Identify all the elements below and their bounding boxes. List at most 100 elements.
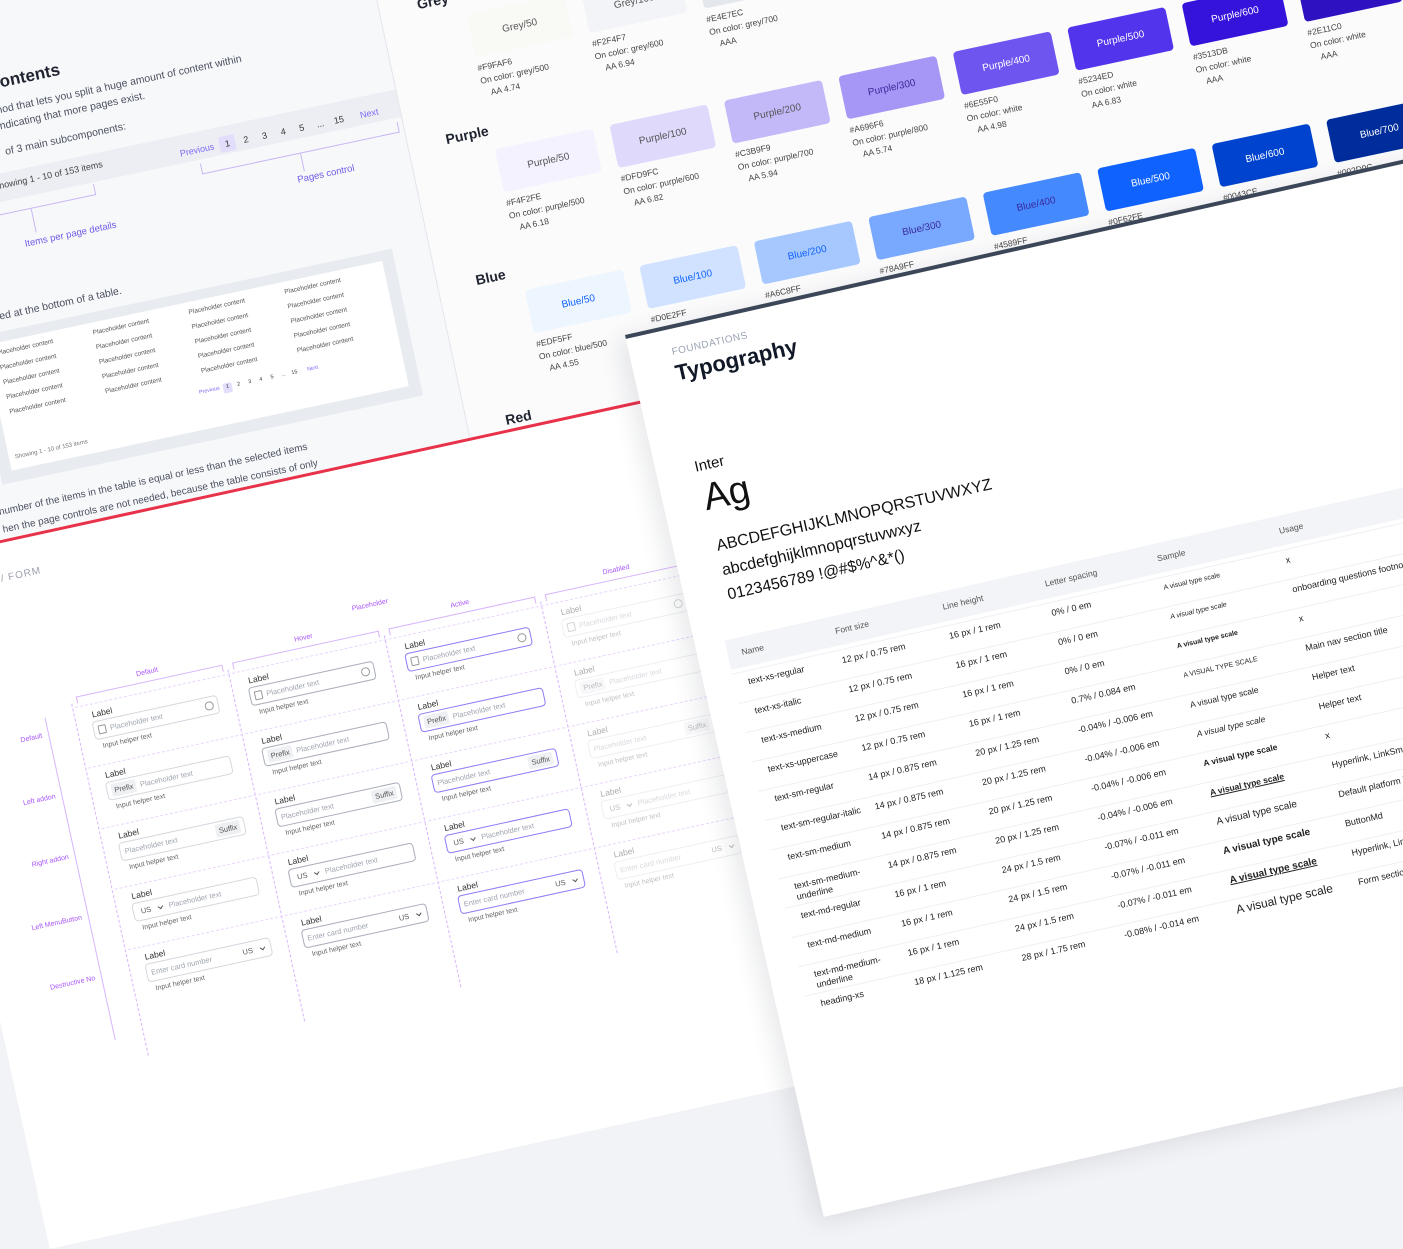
input: Placeholder text [560,592,690,639]
input: Enter card number US [613,834,743,881]
input: Placeholder text [404,626,534,673]
input: Prefix Placeholder text [417,687,547,733]
chevron [728,842,735,848]
swatch: Purple/300 [838,55,946,120]
page-item: 5 [270,374,275,381]
annotation: Items per page details [23,219,118,250]
placeholder: Placeholder text [280,801,335,822]
chevron [415,910,422,916]
spacer [167,708,201,715]
breadcrumb: / FORM [0,565,43,585]
spacer [225,887,253,893]
help-icon [360,666,371,678]
swatch-contrast: AAA [1319,48,1339,62]
swatch: Blue/300 [868,196,976,261]
spacer [381,853,409,859]
input: Placeholder text Suffix [586,713,716,760]
row-label: Purple [444,122,491,148]
spacer [666,663,696,670]
placeholder: Placeholder text [451,700,507,721]
swatch: Purple/700 [1296,0,1403,23]
input: US Placeholder text [443,808,573,855]
spacer [509,697,539,704]
chevron [157,903,164,909]
chevron [259,944,266,950]
input: US Placeholder text [600,774,730,820]
addon: Suffix [527,751,555,770]
placeholder: Placeholder text [636,787,692,808]
row-header: Left MenuButton [31,914,83,933]
help-icon [672,598,684,610]
input: Enter card number US [456,868,587,915]
input: Prefix Placeholder text [260,721,391,767]
swatch-contrast: AA 5.94 [747,167,779,184]
addon: US [710,843,723,855]
page-item: ... [280,371,287,379]
swatch: Grey/50 [466,0,574,58]
swatch: Blue/700 [1325,99,1403,163]
input: Prefix Placeholder text [104,755,234,802]
placeholder: Placeholder text [167,889,223,910]
spacer [479,640,513,647]
swatch-contrast: AA 6.83 [1090,94,1122,111]
connector [300,153,305,172]
help-icon [516,632,528,644]
input: Enter card number US [144,936,274,983]
placeholder: Placeholder text [578,609,633,630]
addon: US [296,870,309,882]
placeholder: Placeholder text [480,821,535,842]
placeholder: Placeholder text [608,666,663,687]
row-header: Left addon [22,793,57,808]
row-label: Grey [415,0,450,13]
swatch: Blue/100 [639,245,747,309]
spacer [685,852,705,856]
placeholder: Placeholder text [295,734,350,755]
swatch-contrast: AA 6.94 [604,56,636,73]
swatch: Blue/400 [982,172,1090,236]
page-item: 15 [332,113,345,126]
placeholder: Placeholder text [324,855,379,876]
annotation: Pages control [296,162,356,186]
addon: Prefix [579,676,607,695]
spacer [538,819,566,825]
swatch: Blue/500 [1097,147,1205,212]
placeholder: Placeholder text [123,835,179,856]
help-icon [203,700,215,712]
swatch: Blue/600 [1211,123,1319,188]
column-header: Placeholder [351,598,389,613]
connector [30,208,37,233]
placeholder: Placeholder text [436,767,491,788]
addon: Suffix [683,717,711,736]
addon: Suffix [370,785,398,804]
swatch-contrast: AA 4.98 [976,118,1008,135]
chevron [314,869,320,875]
swatch: Grey/100 [580,0,688,34]
input: US Placeholder text [131,876,261,923]
swatch: Purple/100 [609,104,717,169]
swatch: Purple/400 [952,31,1060,96]
input: Placeholder text Suffix [430,747,560,794]
addon: Prefix [266,744,294,763]
input: Placeholder text [91,694,221,741]
chevron [626,800,633,807]
page-item: 2 [242,134,250,146]
swatch-contrast: AA 6.18 [518,215,550,232]
spacer [353,731,383,738]
page-item: 3 [261,130,269,142]
spacer [323,674,357,681]
addon: US [608,802,622,814]
input-icon [253,689,264,701]
spacer [636,605,670,612]
swatch [695,0,803,9]
placeholder: Placeholder text [592,733,648,754]
page-item: 4 [279,126,287,138]
input: Prefix Placeholder text [573,652,703,699]
row-bracket [44,717,116,1041]
spacer [650,730,681,737]
page-item: 3 [247,378,252,386]
section-heading: ontents [0,59,62,92]
row-header: Default [19,732,44,745]
chevron [572,876,578,882]
swatch-contrast: AA 4.55 [548,356,580,373]
page-item: 5 [298,122,306,134]
